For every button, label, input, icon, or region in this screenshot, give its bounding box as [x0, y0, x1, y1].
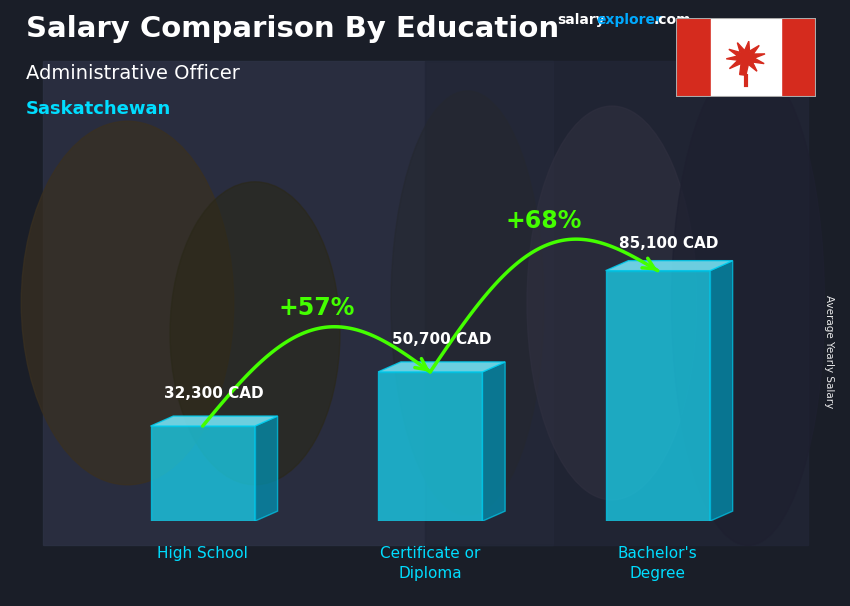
- Text: +57%: +57%: [278, 296, 354, 321]
- Polygon shape: [150, 426, 255, 521]
- Polygon shape: [378, 372, 483, 521]
- Ellipse shape: [391, 91, 544, 515]
- Text: Salary Comparison By Education: Salary Comparison By Education: [26, 15, 558, 43]
- Ellipse shape: [21, 121, 234, 485]
- Bar: [781, 18, 816, 97]
- Ellipse shape: [170, 182, 340, 485]
- Text: 50,700 CAD: 50,700 CAD: [392, 332, 491, 347]
- Text: Average Yearly Salary: Average Yearly Salary: [824, 295, 834, 408]
- Polygon shape: [255, 416, 278, 521]
- Polygon shape: [726, 41, 765, 75]
- Text: Certificate or
Diploma: Certificate or Diploma: [380, 546, 480, 581]
- Polygon shape: [605, 271, 710, 521]
- Ellipse shape: [672, 61, 824, 545]
- Text: Bachelor's
Degree: Bachelor's Degree: [618, 546, 698, 581]
- Text: Administrative Officer: Administrative Officer: [26, 64, 240, 82]
- Bar: [42, 61, 552, 545]
- Polygon shape: [378, 362, 505, 372]
- Bar: [711, 18, 781, 97]
- Text: explorer: explorer: [597, 13, 662, 27]
- Text: Saskatchewan: Saskatchewan: [26, 100, 171, 118]
- Polygon shape: [710, 261, 733, 521]
- Text: +68%: +68%: [506, 209, 582, 233]
- Text: High School: High School: [157, 546, 248, 561]
- Polygon shape: [483, 362, 505, 521]
- Bar: [425, 61, 808, 545]
- Text: salary: salary: [557, 13, 604, 27]
- Polygon shape: [605, 261, 733, 271]
- Text: .com: .com: [654, 13, 691, 27]
- Ellipse shape: [527, 106, 697, 500]
- Text: 85,100 CAD: 85,100 CAD: [620, 236, 719, 251]
- Text: 32,300 CAD: 32,300 CAD: [164, 386, 264, 401]
- Polygon shape: [150, 416, 278, 426]
- Bar: [676, 18, 711, 97]
